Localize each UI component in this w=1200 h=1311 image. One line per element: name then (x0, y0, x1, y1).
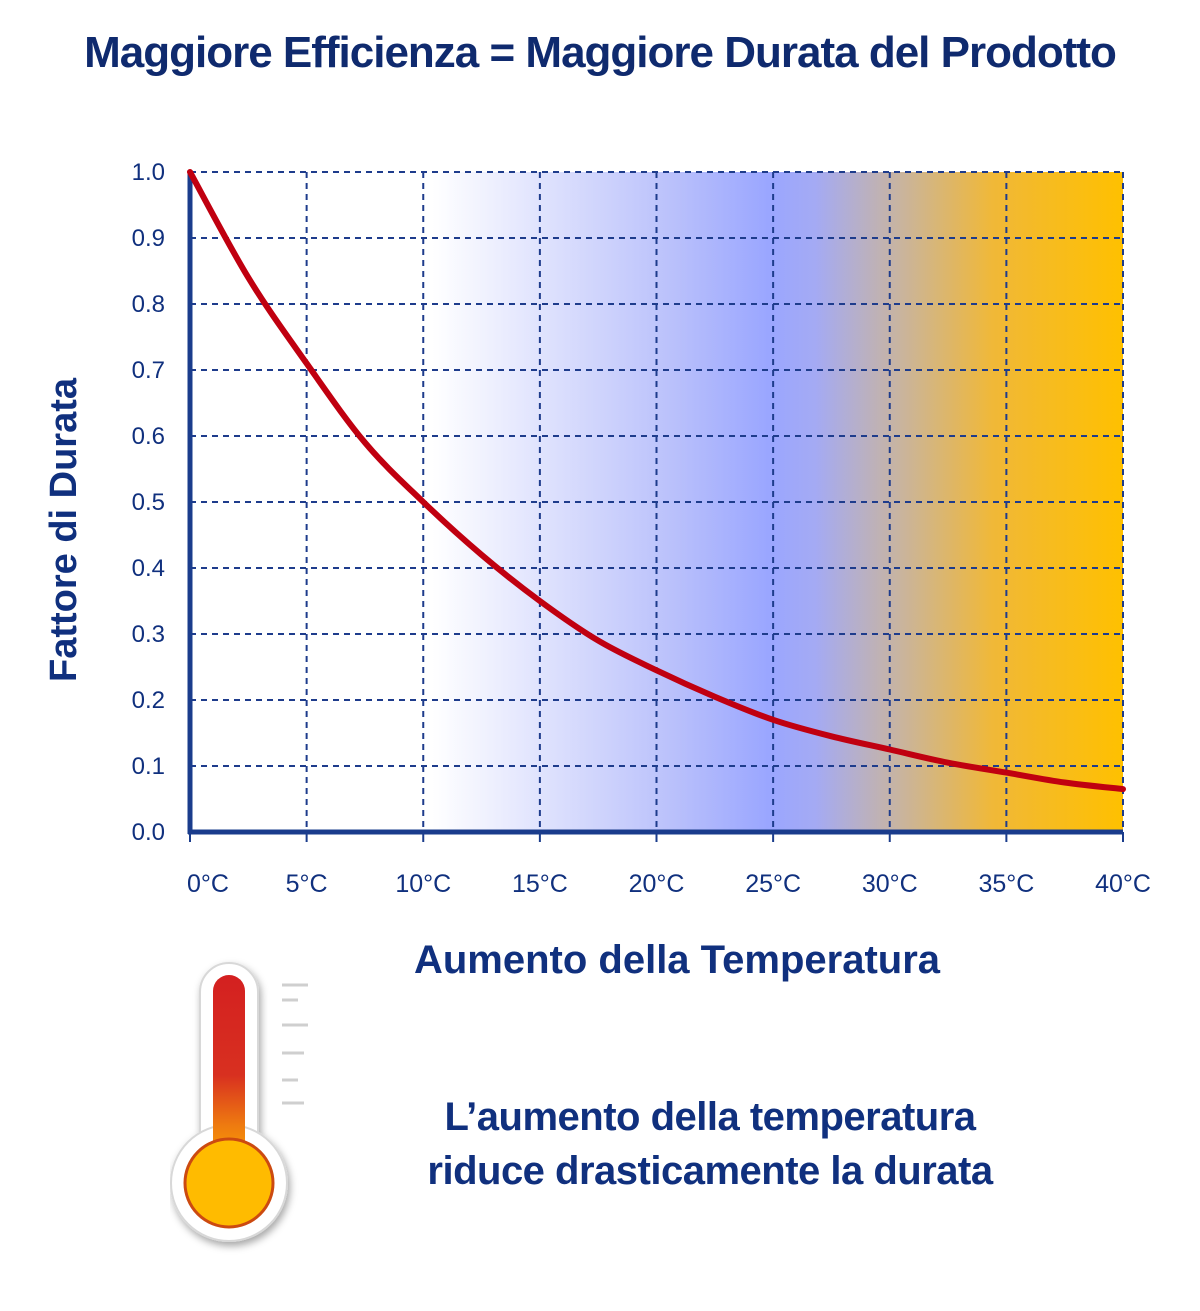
durability-curve-line (187, 169, 1126, 793)
y-tick-label: 0.5 (132, 489, 165, 516)
y-tick-label: 0.1 (132, 753, 165, 780)
y-tick-label: 0.0 (132, 819, 165, 846)
x-tick-label: 30°C (862, 870, 918, 898)
x-tick-label: 15°C (512, 870, 568, 898)
y-tick-label: 0.6 (132, 423, 165, 450)
x-tick-label: 5°C (286, 870, 328, 898)
x-tick-label: 25°C (745, 870, 801, 898)
x-tick-label: 0°C (187, 870, 229, 898)
chart-title: Maggiore Efficienza = Maggiore Durata de… (84, 28, 1117, 77)
x-tick-label: 20°C (629, 870, 685, 898)
y-tick-label: 0.7 (132, 357, 165, 384)
x-tick-labels: 0°C 5°C 10°C 15°C 20°C 25°C 30°C 35°C 40°C (187, 870, 1151, 898)
series-curve (187, 169, 1126, 793)
thermometer-icon (170, 962, 308, 1242)
y-tick-label: 1.0 (132, 159, 165, 186)
caption-line-2: riduce drasticamente la durata (427, 1149, 993, 1193)
y-tick-label: 0.2 (132, 687, 165, 714)
y-tick-label: 0.8 (132, 291, 165, 318)
x-tick-label: 35°C (978, 870, 1034, 898)
y-tick-labels: 0.0 0.1 0.2 0.3 0.4 0.5 0.6 0.7 0.8 0.9 1.0 (132, 159, 165, 846)
x-tick-label: 40°C (1095, 870, 1151, 898)
y-tick-label: 0.3 (132, 621, 165, 648)
axes (187, 170, 1124, 842)
caption-line-1: L’aumento della temperatura (444, 1095, 976, 1139)
x-tick-label: 10°C (395, 870, 451, 898)
y-tick-label: 0.9 (132, 225, 165, 252)
y-tick-label: 0.4 (132, 555, 165, 582)
y-axis-label: Fattore di Durata (43, 377, 85, 682)
x-axis-label: Aumento della Temperatura (414, 938, 941, 982)
